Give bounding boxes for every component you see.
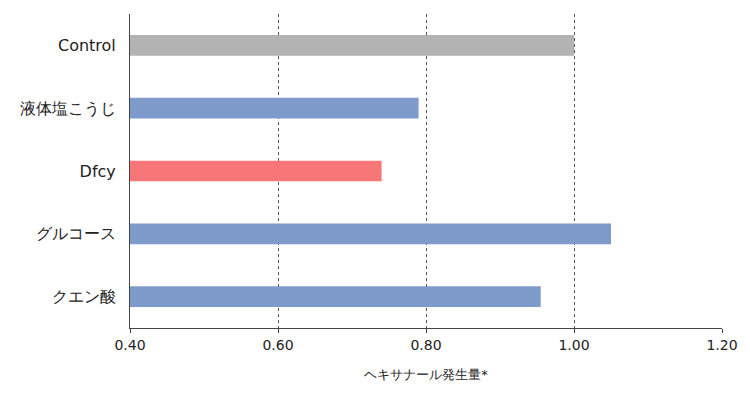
svg-text:0.60: 0.60 [262,337,293,353]
svg-text:0.40: 0.40 [114,337,145,353]
svg-text:0.80: 0.80 [410,337,441,353]
svg-text:グルコース: グルコース [36,224,116,243]
svg-text:1.00: 1.00 [558,337,589,353]
svg-text:クエン酸: クエン酸 [52,287,116,306]
svg-text:1.20: 1.20 [706,337,737,353]
svg-text:ヘキサナール発生量*: ヘキサナール発生量* [364,367,488,382]
svg-text:液体塩こうじ: 液体塩こうじ [20,99,116,118]
svg-text:Dfcy: Dfcy [80,162,116,181]
svg-text:Control: Control [58,36,116,55]
